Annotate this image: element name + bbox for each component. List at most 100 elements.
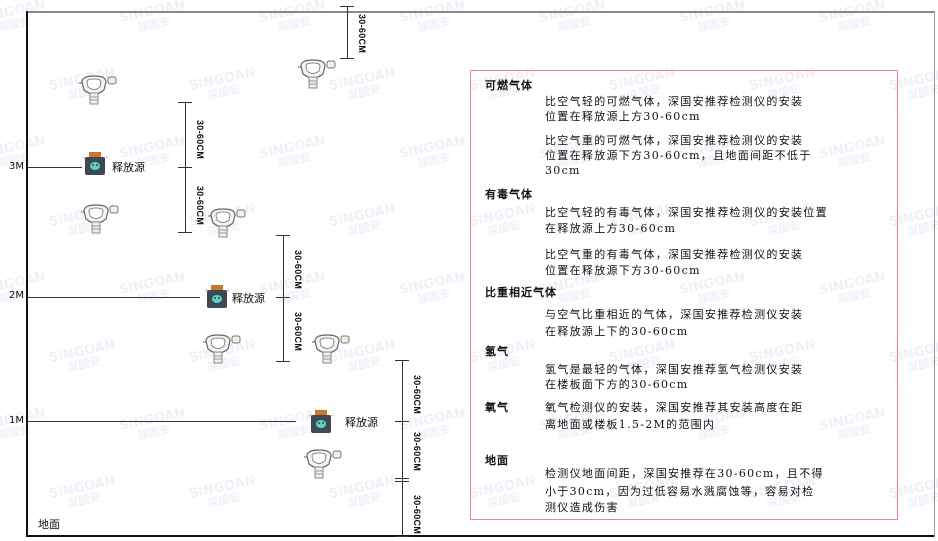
- source-label: 释放源: [112, 161, 145, 174]
- gas-detector-icon: [304, 449, 342, 479]
- section-text-line: 氢气是最轻的气体，深国安推荐氢气检测仪安装: [545, 363, 804, 376]
- dimension-tick: [340, 6, 354, 7]
- section-text-line: 在楼板面下方的30-60cm: [545, 378, 689, 391]
- release-source-icon: + +: [82, 152, 108, 175]
- dimension-label: 30-60CM: [195, 120, 205, 160]
- wall-line: [26, 11, 28, 537]
- dimension-tick: [395, 481, 409, 482]
- level-line-2m: [28, 297, 200, 298]
- right-wall-line: [934, 11, 935, 537]
- dimension-label: 30-60CM: [412, 375, 422, 415]
- floor-line: [27, 535, 935, 537]
- dimension-tick: [340, 58, 354, 59]
- section-text-line: 30cm: [545, 164, 581, 177]
- svg-text:+: +: [104, 155, 108, 161]
- gas-detector-icon: [203, 334, 241, 364]
- section-title: 地面: [485, 454, 509, 467]
- dimension-tick: [395, 421, 409, 422]
- section-text-line: 位置在释放源下方30-60cm，且地面间距不低于: [545, 149, 812, 162]
- dimension-tick: [178, 232, 192, 233]
- level-line-1m: [28, 421, 296, 422]
- dimension-tick: [178, 167, 192, 168]
- source-label: 释放源: [232, 292, 265, 305]
- section-title: 氧气: [485, 401, 509, 414]
- release-source-icon: + +: [308, 410, 334, 433]
- section-text-line: 比空气重的可燃气体，深国安推荐检测仪的安装: [545, 134, 804, 147]
- svg-text:+: +: [82, 155, 86, 161]
- dimension-label: 30-60CM: [412, 432, 422, 472]
- section-text-line: 与空气比重相近的气体，深国安推荐检测仪安装: [545, 308, 804, 321]
- section-title: 有毒气体: [485, 188, 533, 201]
- svg-text:+: +: [308, 413, 312, 419]
- gas-detector-icon: [208, 208, 246, 238]
- level-label-3m: 3M: [9, 161, 24, 172]
- section-title: 比重相近气体: [485, 286, 557, 299]
- gas-detector-icon: [312, 334, 350, 364]
- dimension-line: [283, 235, 284, 361]
- dimension-tick: [276, 235, 290, 236]
- source-label: 释放源: [345, 416, 378, 429]
- dimension-line: [347, 6, 348, 58]
- section-text-line: 比空气轻的有毒气体，深国安推荐检测仪的安装位置: [545, 206, 828, 219]
- dimension-tick: [276, 361, 290, 362]
- dimension-label: 30-60CM: [293, 250, 303, 290]
- level-label-1m: 1M: [9, 415, 24, 426]
- ground-label: 地面: [38, 518, 60, 531]
- dimension-tick: [276, 297, 290, 298]
- info-panel: 可燃气体 比空气轻的可燃气体，深国安推荐检测仪的安装 位置在释放源上方30-60cm…: [470, 70, 898, 520]
- section-text-line: 比空气轻的可燃气体，深国安推荐检测仪的安装: [545, 95, 804, 108]
- dimension-tick: [178, 102, 192, 103]
- svg-text:+: +: [226, 288, 230, 294]
- section-text-line: 位置在释放源上方30-60cm: [545, 110, 701, 123]
- dimension-label: 30-60CM: [357, 14, 367, 54]
- dimension-line: [402, 360, 403, 536]
- section-text-line: 在释放源上下的30-60cm: [545, 325, 689, 338]
- release-source-icon: + +: [204, 285, 230, 308]
- dimension-label: 30-60CM: [412, 495, 422, 535]
- section-text-line: 小于30cm，因为过低容易水溅腐蚀等，容易对检: [545, 485, 815, 498]
- section-text-line: 在释放源上方30-60cm: [545, 222, 677, 235]
- section-title: 可燃气体: [485, 79, 533, 92]
- dimension-label: 30-60CM: [293, 312, 303, 352]
- svg-text:+: +: [330, 413, 334, 419]
- gas-detector-icon: [298, 59, 336, 89]
- section-text-line: 比空气重的有毒气体，深国安推荐检测仪的安装: [545, 248, 804, 261]
- section-title: 氢气: [485, 345, 509, 358]
- svg-text:+: +: [204, 288, 208, 294]
- gas-detector-icon: [79, 75, 117, 105]
- dimension-tick: [395, 360, 409, 361]
- ceiling-line: [27, 11, 935, 13]
- section-text-line: 氧气检测仪的安装，深国安推荐其安装高度在距: [545, 401, 804, 414]
- dimension-tick: [395, 536, 409, 537]
- level-label-2m: 2M: [9, 290, 24, 301]
- dimension-tick: [395, 478, 409, 479]
- section-text-line: 检测仪地面间距，深国安推荐在30-60cm，且不得: [545, 467, 824, 480]
- section-text-line: 测仪造成伤害: [545, 501, 619, 514]
- section-text-line: 离地面或楼板1.5-2M的范围内: [545, 418, 716, 431]
- section-text-line: 位置在释放源下方30-60cm: [545, 264, 701, 277]
- dimension-label: 30-60CM: [195, 186, 205, 226]
- gas-detector-icon: [81, 204, 119, 234]
- level-line-3m: [28, 167, 82, 168]
